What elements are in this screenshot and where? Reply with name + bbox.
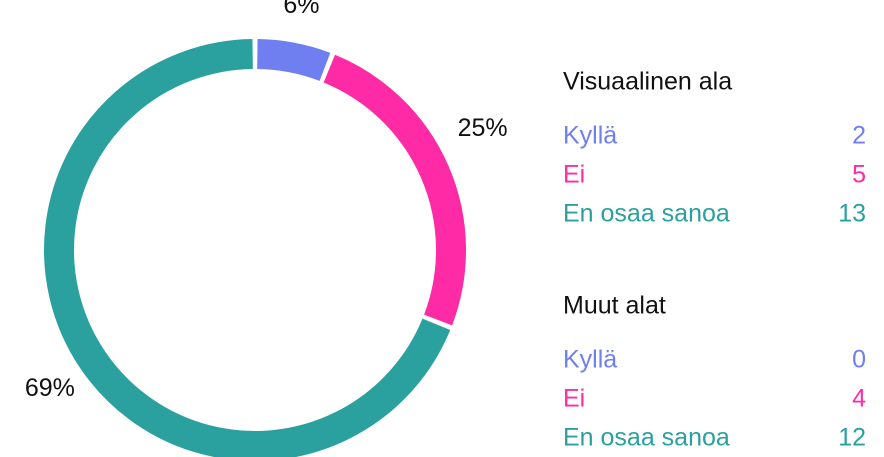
legend-label: Ei (563, 385, 585, 413)
legend-label: En osaa sanoa (563, 200, 730, 228)
legend-label: Kyllä (563, 346, 617, 374)
legend-label: Ei (563, 161, 585, 189)
count: 5 (852, 161, 866, 189)
count: 12 (838, 424, 866, 452)
count: 13 (838, 200, 866, 228)
percent-label: 25% (458, 114, 508, 142)
count: 2 (852, 122, 866, 150)
percent-label: 6% (283, 0, 319, 19)
donut-segment (256, 39, 331, 82)
group-title: Visuaalinen ala (563, 68, 732, 96)
donut-segment (323, 54, 466, 326)
legend-label: Kyllä (563, 122, 617, 150)
legend-label: En osaa sanoa (563, 424, 730, 452)
count: 4 (852, 385, 866, 413)
donut-segment (44, 39, 451, 457)
count: 0 (852, 346, 866, 374)
group-title: Muut alat (563, 292, 666, 320)
percent-label: 69% (25, 374, 75, 402)
